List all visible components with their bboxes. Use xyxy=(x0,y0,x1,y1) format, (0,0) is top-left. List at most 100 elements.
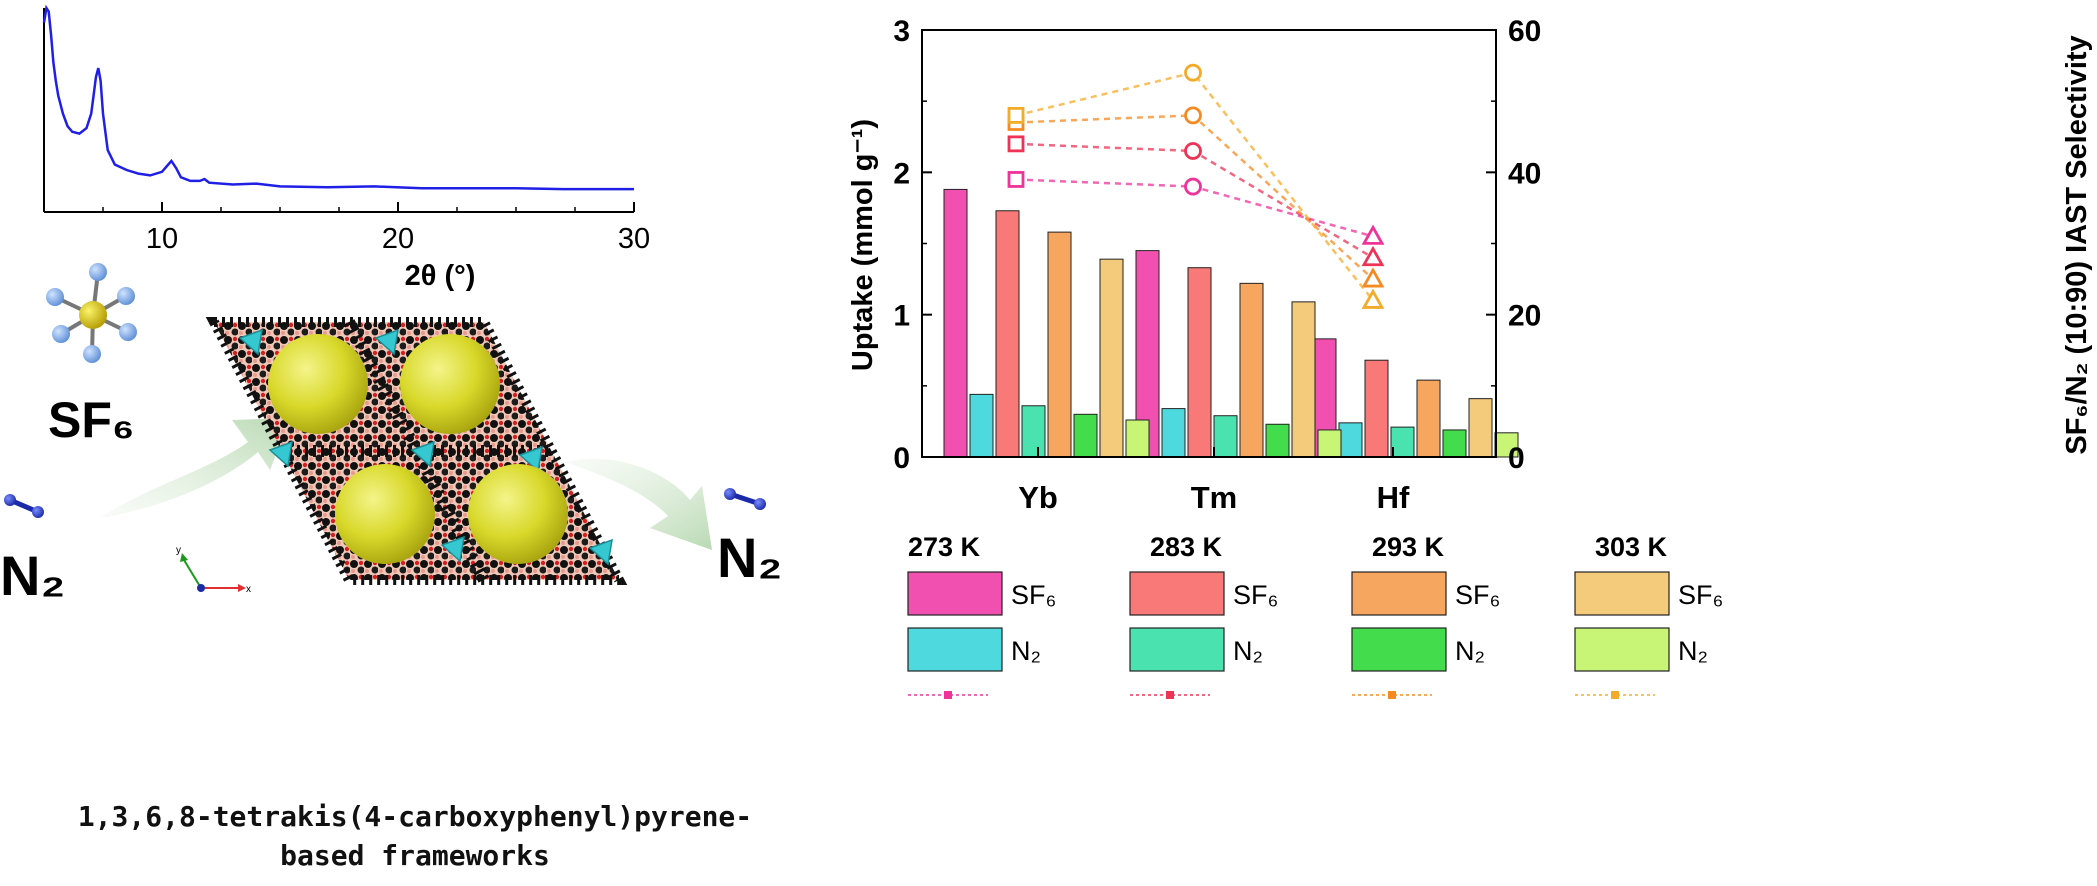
pxrd-pattern-line xyxy=(42,4,634,191)
uptake-selectivity-chart: 0 1 2 3 0 20 40 60 Yb Tm Hf Uptake (mmol g⁻¹) SF₆/… xyxy=(847,15,2093,699)
right-y-tick-label: 0 xyxy=(1508,442,1525,475)
sf6-molecule-icon xyxy=(46,263,137,363)
legend-swatch-sf6 xyxy=(1574,571,1670,616)
selectivity-point xyxy=(1184,106,1202,125)
legend-selectivity-marker xyxy=(1166,691,1174,699)
legend-temp-label: 293 K xyxy=(1372,532,1445,562)
uptake-bar xyxy=(1338,422,1363,458)
left-y-tick-label: 0 xyxy=(893,442,910,475)
legend-temp-label: 273 K xyxy=(908,532,981,562)
selectivity-point xyxy=(1184,63,1202,82)
uptake-bar xyxy=(1099,258,1124,458)
uptake-bar xyxy=(1442,429,1467,458)
uptake-bar xyxy=(1047,231,1072,458)
uptake-bar xyxy=(1161,408,1186,458)
axis-indicator: y x xyxy=(176,545,251,595)
selectivity-point xyxy=(1007,107,1025,124)
left-y-tick-label: 3 xyxy=(893,15,910,48)
right-y-tick-label: 20 xyxy=(1508,300,1541,333)
legend-n2-label: N₂ xyxy=(1678,636,1708,666)
selectivity-line xyxy=(1015,71,1374,302)
right-y-axis-label: SF₆/N₂ (10:90) IAST Selectivity xyxy=(2061,35,2093,454)
legend-n2-label: N₂ xyxy=(1233,636,1263,666)
legend-n2-label: N₂ xyxy=(1011,636,1041,666)
x-tick-label: Yb xyxy=(1018,480,1058,515)
legend-temp-label: 303 K xyxy=(1595,532,1668,562)
selectivity-point xyxy=(1184,142,1202,160)
axis-y-label: y xyxy=(176,545,181,556)
selectivity-point xyxy=(1361,288,1385,309)
legend-sf6-label: SF₆ xyxy=(1233,580,1278,610)
pxrd-x-axis-label: 2θ (°) xyxy=(405,260,476,292)
legend-swatch-sf6 xyxy=(907,571,1003,616)
legend-selectivity-marker xyxy=(1388,691,1396,699)
uptake-bar xyxy=(1291,301,1316,458)
legend-swatch-sf6 xyxy=(1351,571,1447,616)
left-y-tick-label: 2 xyxy=(893,157,910,190)
uptake-bars xyxy=(943,188,1519,458)
uptake-bar xyxy=(1125,419,1150,458)
legend-n2-label: N₂ xyxy=(1455,636,1485,666)
inflow-arrow-icon xyxy=(100,418,290,518)
n2-right-label: N₂ xyxy=(717,526,782,589)
legend-swatch-n2 xyxy=(1351,627,1447,672)
pxrd-plot: 10 20 30 2θ (°) xyxy=(42,4,650,292)
outflow-arrow-icon xyxy=(565,458,712,550)
uptake-bar xyxy=(1390,426,1415,458)
framework-scheme: SF₆ N₂ xyxy=(0,263,782,872)
legend-swatch-sf6 xyxy=(1129,571,1225,616)
uptake-bar xyxy=(1265,423,1290,458)
uptake-bar xyxy=(1364,359,1389,458)
selectivity-lines xyxy=(1007,63,1385,309)
pxrd-x-tick-label: 10 xyxy=(146,223,178,255)
selectivity-point xyxy=(1361,267,1385,288)
uptake-bar xyxy=(1317,429,1342,458)
pxrd-tick-labels: 10 20 30 xyxy=(146,223,650,255)
uptake-bar xyxy=(1416,379,1441,458)
uptake-bar xyxy=(969,393,994,458)
legend-selectivity-marker xyxy=(1611,691,1619,699)
selectivity-point xyxy=(1184,177,1202,196)
selectivity-point xyxy=(1007,171,1025,188)
uptake-bar xyxy=(995,210,1020,458)
uptake-bar xyxy=(1239,282,1264,458)
right-y-tick-label: 40 xyxy=(1508,157,1541,190)
legend-selectivity-marker xyxy=(944,691,952,699)
right-y-tick-label: 60 xyxy=(1508,15,1541,48)
uptake-bar xyxy=(943,188,968,458)
selectivity-point xyxy=(1007,135,1025,153)
n2-molecule-right-icon xyxy=(724,488,766,510)
pxrd-x-tick-label: 30 xyxy=(618,223,650,255)
legend-swatch-n2 xyxy=(1129,627,1225,672)
scheme-caption-line2: based frameworks xyxy=(280,839,550,872)
pxrd-x-tick-label: 20 xyxy=(382,223,414,255)
uptake-bar xyxy=(1213,415,1238,458)
uptake-bar xyxy=(1187,267,1212,458)
chart-legend: 273 K SF₆ N₂ 283 K SF₆ N₂ 293 K SF₆ N₂ 303 K SF₆ N₂ xyxy=(907,532,1723,699)
selectivity-point xyxy=(1361,224,1385,245)
legend-sf6-label: SF₆ xyxy=(1678,580,1723,610)
uptake-bar xyxy=(1468,398,1493,458)
axis-x-label: x xyxy=(246,584,251,595)
legend-temp-label: 283 K xyxy=(1150,532,1223,562)
framework-structure xyxy=(205,317,628,585)
scheme-caption-line1: 1,3,6,8-tetrakis(4-carboxyphenyl)pyrene- xyxy=(78,800,752,833)
selectivity-point xyxy=(1361,245,1385,267)
uptake-bar xyxy=(1021,405,1046,458)
chart-axes xyxy=(921,29,1497,458)
x-tick-label: Hf xyxy=(1377,480,1410,515)
left-y-tick-label: 1 xyxy=(893,300,910,333)
x-tick-label: Tm xyxy=(1191,480,1238,515)
legend-swatch-n2 xyxy=(1574,627,1670,672)
uptake-bar xyxy=(1073,413,1098,458)
n2-molecule-left-icon xyxy=(4,494,44,518)
legend-sf6-label: SF₆ xyxy=(1455,580,1500,610)
sf6-label: SF₆ xyxy=(48,392,135,448)
chart-tick-labels: 0 1 2 3 0 20 40 60 Yb Tm Hf xyxy=(893,15,1541,515)
n2-left-label: N₂ xyxy=(0,544,65,607)
pxrd-axes xyxy=(43,8,635,213)
left-y-axis-label: Uptake (mmol g⁻¹) xyxy=(847,119,879,371)
legend-sf6-label: SF₆ xyxy=(1011,580,1056,610)
legend-swatch-n2 xyxy=(907,627,1003,672)
